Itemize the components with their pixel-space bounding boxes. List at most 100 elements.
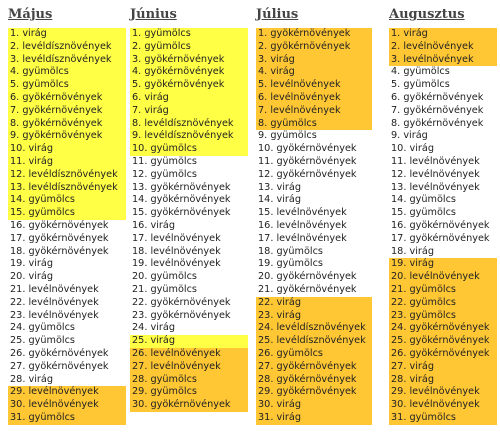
day-entry: 21. gyümölcs <box>389 283 497 297</box>
day-entry: 28. gyümölcs <box>130 373 248 387</box>
day-entry: 24. levéldísznövények <box>256 322 372 336</box>
month-title: Június <box>130 7 177 22</box>
day-entry: 16. gyökérnövények <box>389 219 497 233</box>
day-entry: 23. gyümölcs <box>389 309 497 323</box>
day-entry: 29. gyümölcs <box>130 386 248 400</box>
day-entry: 11. levélnövények <box>389 155 497 169</box>
day-entry: 23. gyökérnövények <box>130 309 248 323</box>
day-entry: 26. levélnövények <box>130 347 248 361</box>
month-column-augusztus: Augusztus 1. virág 2. levélnövények 3. lev… <box>389 4 497 425</box>
day-entry: 17. gyökérnövények <box>8 232 126 246</box>
day-entry: 12. levéldísznövények <box>8 168 126 182</box>
day-entry: 19. levélnövények <box>130 258 248 272</box>
day-entry: 12. levélnövények <box>389 168 497 182</box>
day-entry: 15. gyümölcs <box>389 207 497 220</box>
day-entry: 5. gyökérnövények <box>130 79 248 92</box>
day-entry: 27. gyökérnövények <box>256 360 372 374</box>
day-entry: 15. gyümölcs <box>8 207 126 220</box>
day-entry: 6. gyökérnövények <box>8 91 126 105</box>
day-entry: 3. gyökérnövények <box>130 53 248 67</box>
day-entry: 7. levélnövények <box>256 104 372 118</box>
day-entry: 14. gyümölcs <box>389 194 497 208</box>
day-entry: 5. levélnövények <box>256 79 372 92</box>
day-entry: 23. virág <box>256 309 372 323</box>
day-entry: 1. gyümölcs <box>130 28 248 41</box>
day-entry: 22. gyümölcs <box>389 296 497 310</box>
day-entry: 31. virág <box>256 411 372 425</box>
day-entry: 30. virág <box>256 399 372 412</box>
day-entry: 27. levélnövények <box>130 360 248 374</box>
day-entry: 5. gyümölcs <box>8 79 126 92</box>
day-entry: 13. levéldísznövények <box>8 181 126 195</box>
day-entry: 27. gyökérnövények <box>8 360 126 374</box>
day-entry: 17. levélnövények <box>130 232 248 246</box>
day-entry: 3. levélnövények <box>389 53 497 67</box>
day-entry: 4. gyümölcs <box>8 66 126 80</box>
day-entry: 16. virág <box>130 219 248 233</box>
day-entry: 9. gyümölcs <box>256 130 372 144</box>
day-entry: 6. virág <box>130 91 248 105</box>
day-entry: 1. virág <box>389 28 497 41</box>
day-entry: 6. levélnövények <box>256 91 372 105</box>
day-entry: 21. gyümölcs <box>130 283 248 297</box>
day-entry: 20. gyökérnövények <box>256 271 372 284</box>
day-entry: 29. levélnövények <box>389 386 497 400</box>
day-entry: 14. gyökérnövények <box>130 194 248 208</box>
day-entry: 17. levélnövények <box>256 232 372 246</box>
day-entry: 4. gyökérnövények <box>130 66 248 80</box>
day-entry: 21. levélnövények <box>8 283 126 297</box>
day-entry: 18. levélnövények <box>130 245 248 259</box>
day-entry: 16. levélnövények <box>256 219 372 233</box>
day-entry: 22. levélnövények <box>8 296 126 310</box>
day-entry: 14. virág <box>256 194 372 208</box>
day-entry: 11. virág <box>8 155 126 169</box>
day-entry: 17. gyökérnövények <box>389 232 497 246</box>
day-entry: 19. virág <box>389 258 497 272</box>
day-entry: 2. gyökérnövények <box>256 40 372 54</box>
day-entry: 4. virág <box>256 66 372 80</box>
day-entry: 25. gyümölcs <box>8 335 126 348</box>
day-entry: 9. gyökérnövények <box>8 130 126 144</box>
day-entry: 8. gyümölcs <box>256 117 372 131</box>
day-entry: 25. levéldísznövények <box>256 335 372 348</box>
month-column-julius: Július 1. gyökérnövények 2. gyökérnövénye… <box>256 4 372 425</box>
day-list: 1. virág 2. levélnövények 3. levélnövények… <box>389 28 497 425</box>
day-list: 1. gyökérnövények 2. gyökérnövények 3. vir… <box>256 28 372 425</box>
month-column-junius: Június 1. gyümölcs 2. gyümölcs 3. gyökérnö… <box>130 4 248 412</box>
day-entry: 26. gyökérnövények <box>8 347 126 361</box>
day-entry: 12. gyökérnövények <box>256 168 372 182</box>
month-title: Augusztus <box>389 7 465 22</box>
day-entry: 15. levélnövények <box>256 207 372 220</box>
day-entry: 3. levéldísznövények <box>8 53 126 67</box>
day-entry: 26. gyökérnövények <box>389 347 497 361</box>
day-entry: 28. gyökérnövények <box>256 373 372 387</box>
day-entry: 31. gyümölcs <box>8 411 126 425</box>
day-entry: 1. gyökérnövények <box>256 28 372 41</box>
day-entry: 31. gyümölcs <box>389 411 497 425</box>
day-entry: 7. virág <box>130 104 248 118</box>
day-entry: 18. virág <box>389 245 497 259</box>
day-entry: 25. virág <box>130 335 248 348</box>
day-entry: 18. gyökérnövények <box>8 245 126 259</box>
day-entry: 2. levéldísznövények <box>8 40 126 54</box>
day-entry: 19. virág <box>8 258 126 272</box>
day-entry: 8. gyökérnövények <box>389 117 497 131</box>
day-entry: 22. gyökérnövények <box>130 296 248 310</box>
day-entry: 21. gyökérnövények <box>256 283 372 297</box>
day-entry: 13. virág <box>256 181 372 195</box>
day-entry: 30. levélnövények <box>389 399 497 412</box>
day-entry: 6. gyökérnövények <box>389 91 497 105</box>
day-entry: 27. virág <box>389 360 497 374</box>
day-entry: 11. gyümölcs <box>130 155 248 169</box>
day-entry: 9. levéldísznövények <box>130 130 248 144</box>
day-entry: 5. gyümölcs <box>389 79 497 92</box>
day-entry: 2. levélnövények <box>389 40 497 54</box>
day-entry: 7. gyökérnövények <box>389 104 497 118</box>
day-entry: 4. gyümölcs <box>389 66 497 80</box>
day-entry: 8. levéldísznövények <box>130 117 248 131</box>
day-entry: 9. virág <box>389 130 497 144</box>
day-entry: 26. gyümölcs <box>256 347 372 361</box>
day-entry: 20. levélnövények <box>389 271 497 284</box>
day-entry: 28. virág <box>8 373 126 387</box>
day-entry: 18. gyümölcs <box>256 245 372 259</box>
